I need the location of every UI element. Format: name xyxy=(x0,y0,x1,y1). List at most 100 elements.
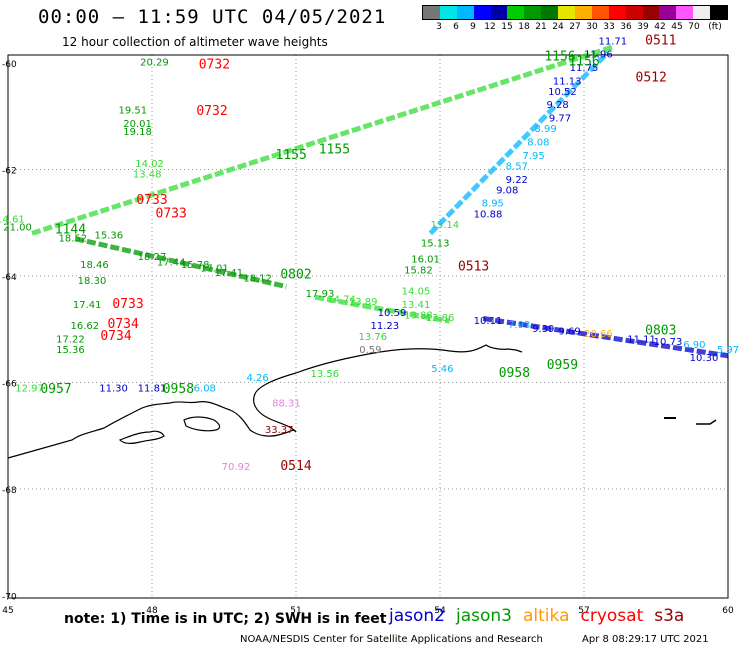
page-title: 00:00 – 11:59 UTC 04/05/2021 xyxy=(38,6,387,28)
wave-height-label: 18.52 xyxy=(58,233,87,244)
colorbar-tick-label: 70 xyxy=(688,22,700,32)
wave-height-label: 9.22 xyxy=(506,175,528,186)
lat-tick-label: -66 xyxy=(2,379,17,389)
wave-height-label: 17.41 xyxy=(214,268,243,279)
pass-time-label: 0734 xyxy=(108,317,139,332)
longitude-axis: 45 48 51 54 57 60 xyxy=(2,606,734,616)
footer: NOAA/NESDIS Center for Satellite Applica… xyxy=(240,634,709,645)
wave-height-label: 6.08 xyxy=(194,383,216,394)
page-subtitle: 12 hour collection of altimeter wave hei… xyxy=(62,35,328,49)
pass-time-label: 0513 xyxy=(458,260,489,275)
colorbar-swatch xyxy=(693,6,711,19)
wave-height-label: 70.92 xyxy=(222,462,251,473)
wave-height-label: 16.62 xyxy=(70,321,99,332)
colorbar-swatch xyxy=(710,6,728,19)
pass-time-label: 0512 xyxy=(636,71,667,86)
pass-time-label: 0802 xyxy=(280,268,311,283)
colorbar-swatch xyxy=(423,6,440,19)
lon-tick-label: 51 xyxy=(290,606,301,616)
wave-height-label: 20.66 xyxy=(584,329,613,340)
lon-tick-label: 57 xyxy=(578,606,589,616)
wave-height-label: 10.11 xyxy=(474,316,503,327)
colorbar-swatch xyxy=(625,6,643,19)
colorbar-tick-label: 39 xyxy=(637,22,649,32)
pass-time-label: 1156 xyxy=(568,55,599,70)
wave-height-label: 13.86 xyxy=(426,313,455,324)
lat-tick-label: -68 xyxy=(2,486,17,496)
wave-height-label: 11.30 xyxy=(99,383,128,394)
lon-tick-label: 54 xyxy=(434,606,446,616)
wave-height-label: 10.88 xyxy=(474,209,503,220)
colorbar-tick-label: 33 xyxy=(603,22,615,32)
wave-height-label: 19.18 xyxy=(123,127,152,138)
lat-tick-label: -62 xyxy=(2,166,17,176)
colorbar-swatch xyxy=(659,6,677,19)
wave-height-label: 18.46 xyxy=(80,260,109,271)
colorbar-tick-label: (ft) xyxy=(708,22,722,32)
wave-height-label: 15.36 xyxy=(94,231,123,242)
pass-time-label: 0803 xyxy=(645,323,676,338)
colorbar-ticks: 3 6 9 12 15 18 21 24 27 30 33 36 39 42 45 70 (ft) xyxy=(422,22,732,34)
pass-time-label: 0958 xyxy=(499,366,530,381)
pass-time-label: 0957 xyxy=(40,382,71,397)
colorbar-tick-label: 6 xyxy=(453,22,459,32)
wave-height-label: 15.82 xyxy=(404,265,433,276)
wave-height-label: 13.56 xyxy=(310,369,339,380)
colorbar-swatch xyxy=(439,6,457,19)
map-frame xyxy=(7,54,729,599)
colorbar xyxy=(422,5,728,20)
wave-height-label: 13.48 xyxy=(133,169,162,180)
wave-height-label: 13.41 xyxy=(402,300,431,311)
wave-height-label: 11.23 xyxy=(370,321,399,332)
wave-height-label: 10.73 xyxy=(654,337,683,348)
colorbar-tick-label: 3 xyxy=(436,22,442,32)
colorbar-swatch xyxy=(591,6,609,19)
wave-height-label: 11.96 xyxy=(584,50,613,61)
satellite-legend: jason2 jason3 altika cryosat s3a xyxy=(389,606,695,626)
colorbar-tick-label: 30 xyxy=(586,22,598,32)
satellite-track xyxy=(31,44,614,236)
map-gridlines xyxy=(8,55,728,598)
wave-height-label: 7.93 xyxy=(508,320,530,331)
wave-height-label: 17.41 xyxy=(73,300,102,311)
satellite-track xyxy=(74,236,287,290)
colorbar-swatch xyxy=(558,6,576,19)
wave-height-label: 10.30 xyxy=(690,353,719,364)
antarctic-coastline xyxy=(7,344,717,459)
colorbar-tick-label: 12 xyxy=(484,22,496,32)
wave-height-label: 8.57 xyxy=(506,161,528,172)
wave-height-label: 15.36 xyxy=(56,345,85,356)
wave-height-label: 21.00 xyxy=(3,223,32,234)
colorbar-tick-label: 36 xyxy=(620,22,632,32)
wave-height-label: 9.08 xyxy=(496,185,518,196)
lon-tick-label: 60 xyxy=(722,606,734,616)
wave-height-label: 17.93 xyxy=(306,289,335,300)
pass-time-label: 1155 xyxy=(276,148,307,163)
wave-height-label: 9.77 xyxy=(549,114,571,125)
legend-item: altika xyxy=(523,606,570,626)
legend-item: s3a xyxy=(654,606,685,626)
wave-height-label: 14.02 xyxy=(135,159,164,170)
pass-time-label: 0732 xyxy=(199,57,230,72)
wave-height-label: 88.31 xyxy=(272,398,301,409)
wave-height-label: 8.95 xyxy=(482,199,504,210)
wave-height-label: 7.95 xyxy=(522,151,544,162)
legend-item: jason3 xyxy=(456,606,512,626)
wave-height-label: 11.75 xyxy=(570,63,599,74)
wave-height-label: 11.81 xyxy=(138,383,167,394)
wave-height-label: 5.97 xyxy=(717,345,739,356)
colorbar-tick-label: 18 xyxy=(518,22,530,32)
colorbar-swatch xyxy=(608,6,626,19)
wave-height-label: 10.59 xyxy=(378,308,407,319)
wave-height-label: 14.61 xyxy=(0,215,25,226)
satellite-track xyxy=(482,316,729,359)
wave-height-label: 9.39 xyxy=(532,324,554,335)
legend-item: cryosat xyxy=(580,606,644,626)
pass-time-label: 0733 xyxy=(156,206,187,221)
lon-tick-label: 45 xyxy=(2,606,13,616)
wave-height-label: 17.01 xyxy=(200,264,229,275)
wave-height-label: 8.99 xyxy=(534,124,556,135)
pass-time-label: 0958 xyxy=(163,382,194,397)
